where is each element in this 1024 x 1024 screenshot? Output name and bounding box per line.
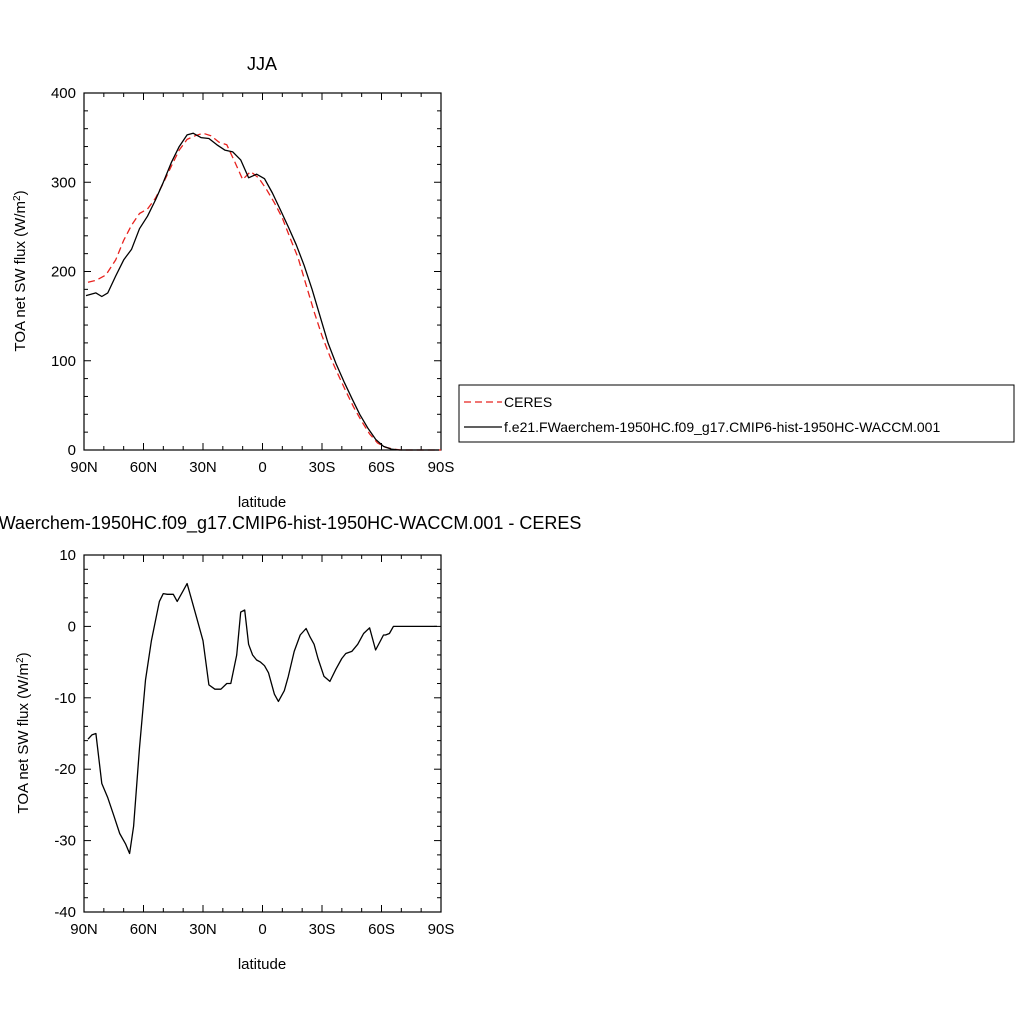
x-tick-label: 90N xyxy=(70,459,98,476)
bottom-chart-title: f.e21.FWaerchem-1950HC.f09_g17.CMIP6-his… xyxy=(0,513,581,534)
bottom-y-axis-label: TOA net SW flux (W/m2) xyxy=(15,652,33,813)
x-tick-label: 60N xyxy=(130,921,158,938)
top-x-tick-labels: 90N 60N 30N 0 30S 60S 90S xyxy=(70,459,454,476)
bottom-ticks xyxy=(83,554,442,913)
bottom-series-line-0 xyxy=(87,582,437,855)
y-tick-label: 100 xyxy=(51,353,76,370)
legend-box xyxy=(458,384,1015,443)
y-tick-label: -40 xyxy=(54,904,76,921)
x-tick-label: 90N xyxy=(70,921,98,938)
x-tick-label: 60S xyxy=(368,459,395,476)
x-tick-label: 90S xyxy=(428,921,455,938)
top-series-line-0 xyxy=(87,132,441,451)
legend: CERES f.e21.FWaerchem-1950HC.f09_g17.CMI… xyxy=(458,384,1015,443)
bottom-panel: f.e21.FWaerchem-1950HC.f09_g17.CMIP6-his… xyxy=(0,513,581,973)
y-tick-label: 10 xyxy=(59,547,76,564)
top-series-lines xyxy=(85,132,441,451)
bottom-plot-frame xyxy=(83,554,442,913)
x-tick-label: 30S xyxy=(309,459,336,476)
x-tick-label: 0 xyxy=(258,921,266,938)
y-tick-label: 200 xyxy=(51,264,76,281)
x-tick-label: 60N xyxy=(130,459,158,476)
top-plot-frame xyxy=(83,92,442,451)
top-x-axis-label: latitude xyxy=(238,494,286,511)
y-tick-label: 0 xyxy=(68,618,76,635)
top-y-axis-label: TOA net SW flux (W/m2) xyxy=(12,190,30,351)
x-tick-label: 30N xyxy=(189,921,217,938)
y-tick-label: 0 xyxy=(68,442,76,459)
bottom-series-lines xyxy=(87,582,437,855)
top-panel: JJA 90N 60N 30N 0 30S 60S 90S 0 100 200 300 400 la… xyxy=(12,54,455,511)
bottom-x-tick-labels: 90N 60N 30N 0 30S 60S 90S xyxy=(70,921,454,938)
x-tick-label: 30N xyxy=(189,459,217,476)
bottom-x-axis-label: latitude xyxy=(238,956,286,973)
legend-ceres-label: CERES xyxy=(504,394,552,410)
x-tick-label: 90S xyxy=(428,459,455,476)
x-tick-label: 0 xyxy=(258,459,266,476)
x-tick-label: 30S xyxy=(309,921,336,938)
y-tick-label: 400 xyxy=(51,85,76,102)
top-y-tick-labels: 0 100 200 300 400 xyxy=(51,85,76,459)
y-tick-label: -20 xyxy=(54,761,76,778)
top-ticks xyxy=(83,92,442,451)
top-series-line-1 xyxy=(85,132,439,451)
y-tick-label: 300 xyxy=(51,174,76,191)
y-tick-label: -10 xyxy=(54,690,76,707)
legend-model-label: f.e21.FWaerchem-1950HC.f09_g17.CMIP6-his… xyxy=(504,419,940,435)
top-chart-title: JJA xyxy=(247,54,277,74)
bottom-y-tick-labels: -40 -30 -20 -10 0 10 xyxy=(54,547,76,921)
y-tick-label: -30 xyxy=(54,833,76,850)
x-tick-label: 60S xyxy=(368,921,395,938)
